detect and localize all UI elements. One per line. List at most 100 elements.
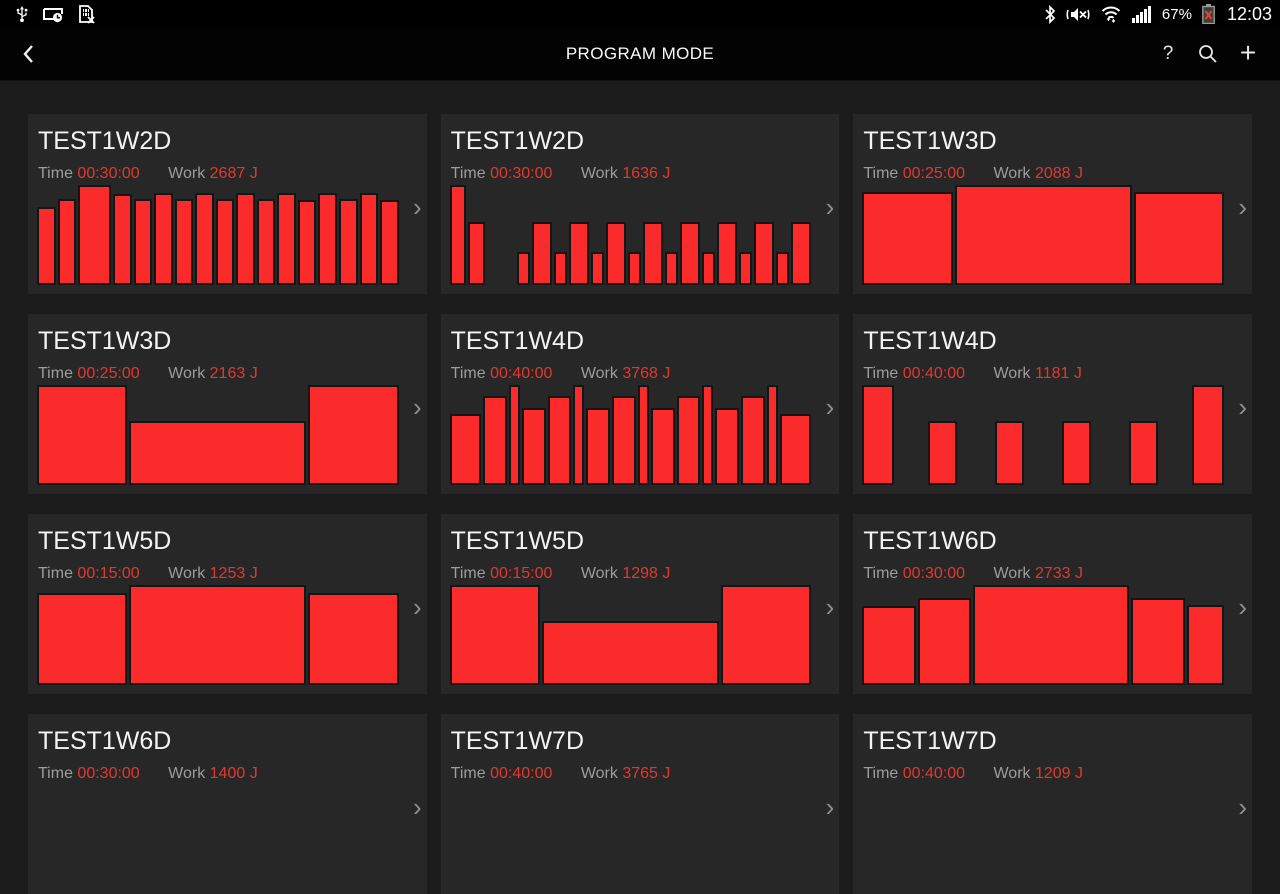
work-label: Work	[993, 565, 1031, 582]
program-card[interactable]: TEST1W2D Time 00:30:00 Work 1636 J ›	[440, 114, 840, 294]
program-card[interactable]: TEST1W6D Time 00:30:00 Work 2733 J ›	[853, 514, 1252, 694]
power-bar	[113, 194, 132, 285]
chevron-right-icon: ›	[1238, 192, 1247, 222]
program-card[interactable]: TEST1W7D Time 00:40:00 Work 1209 J ›	[853, 714, 1252, 894]
program-card[interactable]: TEST1W4D Time 00:40:00 Work 1181 J ›	[853, 314, 1252, 494]
power-bar	[277, 193, 296, 285]
program-meta: Time 00:15:00 Work 1298 J	[451, 565, 830, 583]
power-bar	[517, 252, 531, 285]
power-bar	[380, 200, 399, 285]
program-bar-chart	[862, 385, 1224, 485]
power-bar	[483, 396, 508, 485]
time-label: Time	[38, 165, 73, 182]
program-meta: Time 00:30:00 Work 2687 J	[38, 165, 417, 183]
power-bar	[676, 396, 701, 485]
time-label: Time	[863, 765, 899, 782]
time-value: 00:25:00	[77, 365, 140, 382]
program-card[interactable]: TEST1W3D Time 00:25:00 Work 2163 J ›	[28, 314, 427, 494]
status-right-icons: 67% 12:03	[1044, 4, 1272, 25]
chevron-right-icon: ›	[1238, 792, 1247, 822]
program-card[interactable]: TEST1W2D Time 00:30:00 Work 2687 J ›	[28, 114, 427, 294]
chevron-right-icon: ›	[825, 792, 835, 822]
power-bar	[702, 252, 716, 285]
program-title: TEST1W2D	[450, 127, 585, 155]
program-grid[interactable]: TEST1W2D Time 00:30:00 Work 2687 J › TES…	[0, 81, 1280, 894]
work-label: Work	[168, 565, 206, 582]
work-value: 1253 J	[209, 565, 258, 582]
power-bar	[308, 385, 399, 485]
work-label: Work	[168, 165, 206, 182]
power-bar	[862, 192, 953, 285]
program-card[interactable]: TEST1W5D Time 00:15:00 Work 1298 J ›	[440, 514, 840, 694]
time-value: 00:40:00	[902, 365, 966, 382]
work-value: 2163 J	[209, 365, 258, 382]
power-bar	[129, 585, 307, 685]
power-bar	[1062, 421, 1092, 485]
work-label: Work	[993, 165, 1031, 182]
battery-icon	[1202, 4, 1215, 24]
program-card[interactable]: TEST1W4D Time 00:40:00 Work 3768 J ›	[440, 314, 840, 494]
program-card[interactable]: TEST1W7D Time 00:40:00 Work 3765 J ›	[440, 714, 840, 894]
power-bar	[521, 408, 546, 485]
power-bar	[628, 252, 642, 285]
time-label: Time	[450, 365, 486, 382]
program-bar-chart	[450, 785, 812, 885]
power-bar	[1129, 421, 1159, 485]
power-bar	[154, 193, 173, 285]
work-value: 3765 J	[622, 765, 671, 782]
time-value: 00:40:00	[490, 365, 553, 382]
action-bar: PROGRAM MODE ? +	[0, 28, 1280, 81]
program-meta: Time 00:30:00 Work 2733 J	[863, 565, 1242, 583]
time-label: Time	[450, 165, 486, 182]
back-button[interactable]	[0, 28, 56, 80]
program-meta: Time 00:40:00 Work 1209 J	[863, 765, 1242, 783]
work-label: Work	[168, 765, 206, 782]
power-bar	[1131, 598, 1185, 685]
time-value: 00:30:00	[902, 565, 966, 582]
time-value: 00:40:00	[902, 765, 966, 782]
status-bar: 67% 12:03	[0, 0, 1280, 28]
power-bar	[586, 408, 611, 485]
status-left-icons	[8, 4, 96, 24]
work-value: 1181 J	[1034, 365, 1082, 382]
program-card[interactable]: TEST1W5D Time 00:15:00 Work 1253 J ›	[28, 514, 427, 694]
power-bar	[779, 414, 812, 485]
work-value: 2088 J	[1034, 165, 1084, 182]
chevron-right-icon: ›	[412, 192, 422, 222]
power-bar	[606, 222, 627, 285]
work-label: Work	[580, 765, 618, 782]
power-bar	[720, 585, 812, 685]
work-label: Work	[580, 165, 618, 182]
program-card[interactable]: TEST1W3D Time 00:25:00 Work 2088 J ›	[853, 114, 1252, 294]
power-bar	[612, 396, 636, 485]
search-button[interactable]	[1188, 28, 1228, 80]
time-label: Time	[863, 565, 899, 582]
program-bar-chart	[37, 385, 399, 485]
power-bar	[862, 606, 916, 685]
program-card[interactable]: TEST1W6D Time 00:30:00 Work 1400 J ›	[28, 714, 427, 894]
bluetooth-icon	[1044, 4, 1056, 24]
program-meta: Time 00:25:00 Work 2163 J	[38, 365, 417, 383]
power-bar	[715, 408, 739, 485]
power-bar	[449, 185, 467, 285]
add-program-button[interactable]: +	[1228, 28, 1268, 80]
program-title: TEST1W6D	[38, 727, 172, 755]
time-label: Time	[450, 765, 486, 782]
time-value: 00:15:00	[77, 565, 140, 582]
power-bar	[297, 200, 317, 285]
work-value: 1209 J	[1034, 765, 1084, 782]
power-bar	[37, 593, 128, 685]
power-bar	[509, 385, 520, 485]
power-bar	[554, 252, 568, 285]
help-button[interactable]: ?	[1148, 28, 1188, 80]
power-bar	[57, 199, 77, 285]
power-bar	[129, 421, 307, 485]
program-title: TEST1W4D	[450, 327, 585, 355]
back-chevron-icon	[22, 43, 35, 65]
power-bar	[954, 185, 1132, 285]
program-meta: Time 00:40:00 Work 3768 J	[451, 365, 830, 383]
power-bar	[1186, 605, 1224, 685]
work-value: 1636 J	[622, 165, 671, 182]
screen-timeout-icon	[42, 4, 64, 24]
program-title: TEST1W7D	[863, 727, 997, 755]
